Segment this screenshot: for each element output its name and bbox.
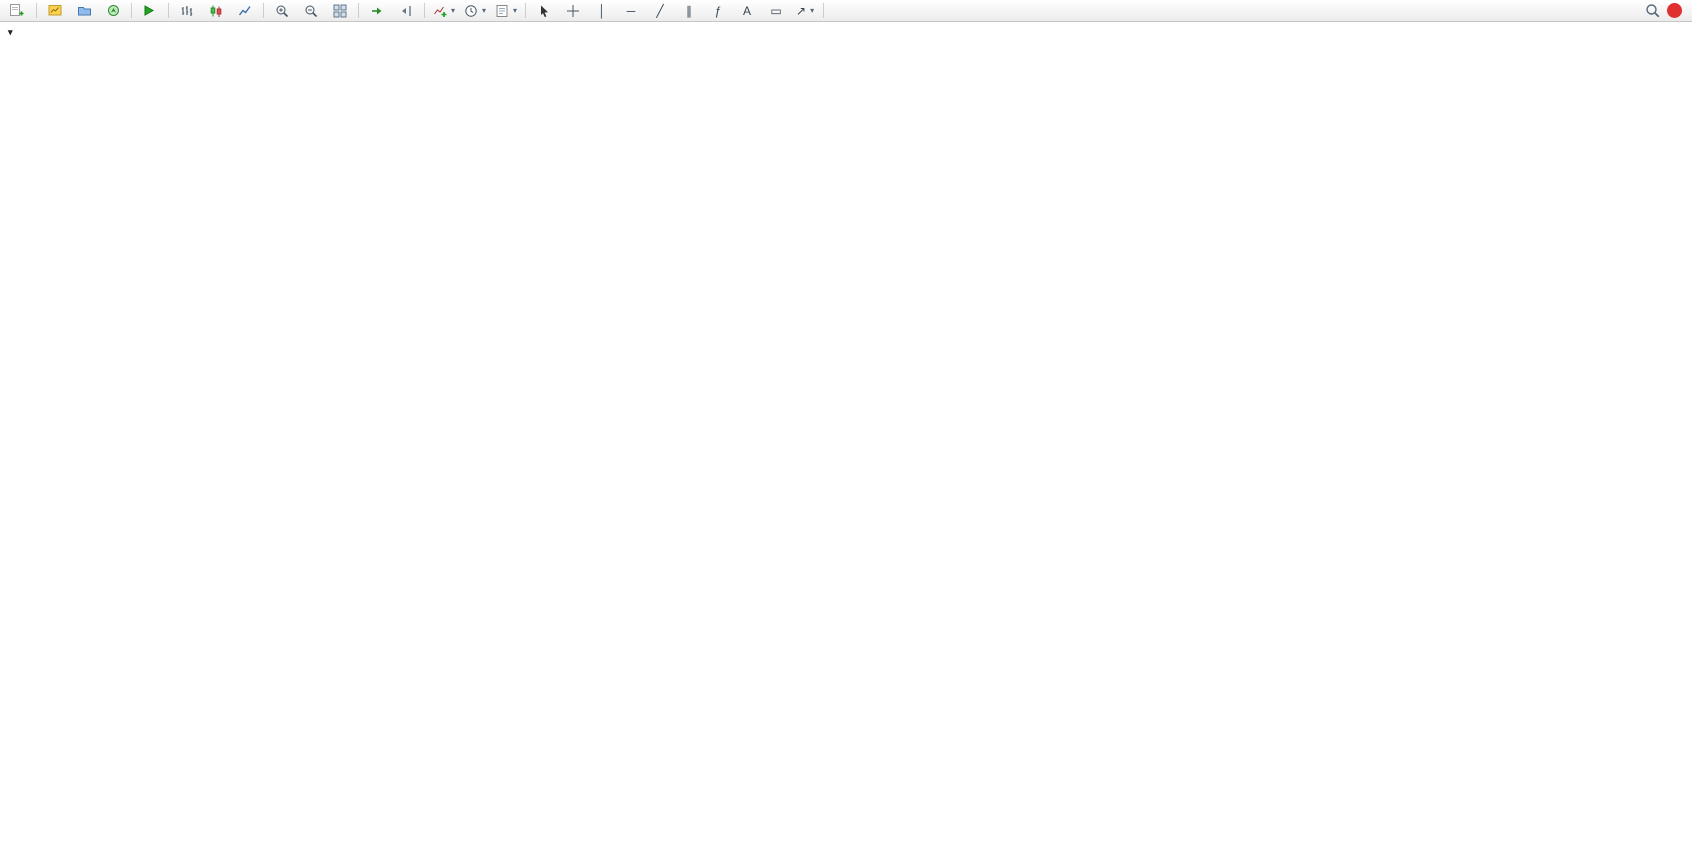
notification-badge[interactable] [1667, 3, 1682, 18]
cursor-icon [541, 5, 549, 17]
horizontal-line-icon: ─ [626, 3, 636, 18]
zoom-out-icon [305, 5, 318, 17]
bar-chart-button[interactable] [173, 0, 201, 21]
indicators-button[interactable]: ▾ [429, 0, 459, 21]
crosshair-icon [567, 4, 580, 17]
dropdown-caret-icon: ▾ [513, 6, 518, 15]
tile-windows-icon [333, 4, 347, 17]
bar-chart-icon [181, 5, 193, 16]
toolbar-separator [36, 3, 37, 18]
toolbar: ▾ ▾ ▾ │ ─ ╱ ∥ ƒ A ▭ ↗ ▾ [0, 0, 1692, 22]
line-chart-icon [238, 5, 251, 15]
clock-icon [465, 4, 477, 17]
toolbar-separator [424, 3, 425, 18]
channel-tool-button[interactable]: ∥ [675, 0, 703, 21]
toolbar-separator [525, 3, 527, 18]
text-tool-button[interactable]: A [733, 0, 761, 21]
zoom-in-button[interactable] [268, 0, 296, 21]
trendline-icon: ╱ [656, 3, 664, 18]
chart-collapse-icon[interactable]: ▾ [8, 27, 13, 37]
toolbar-separator [263, 3, 264, 18]
label-icon: ▭ [770, 3, 782, 18]
tile-windows-button[interactable] [326, 0, 354, 21]
auto-scroll-icon [372, 7, 382, 14]
crosshair-tool-button[interactable] [559, 0, 587, 21]
search-icon [1645, 4, 1659, 18]
chart-shift-button[interactable] [392, 0, 420, 21]
navigator-button[interactable] [99, 0, 127, 21]
indicators-icon [434, 6, 447, 17]
vertical-line-icon: │ [598, 3, 606, 18]
cursor-tool-button[interactable] [530, 0, 558, 21]
templates-button[interactable]: ▾ [491, 0, 521, 21]
auto-scroll-button[interactable] [363, 0, 391, 21]
zoom-in-icon [276, 5, 289, 17]
new-order-icon [10, 4, 24, 16]
arrow-shape-icon: ↗ [796, 3, 807, 18]
autotrading-play-icon [144, 5, 155, 16]
chart-title: ▾ [8, 27, 38, 38]
navigator-icon [107, 5, 119, 16]
text-icon: A [743, 3, 752, 18]
toolbar-separator [358, 3, 359, 18]
new-chart-icon [48, 5, 61, 16]
candlestick-chart-button[interactable] [202, 0, 230, 21]
chart-shift-icon [402, 5, 411, 16]
periods-button[interactable]: ▾ [460, 0, 490, 21]
fibonacci-icon: ƒ [714, 3, 722, 18]
new-order-button[interactable] [4, 0, 32, 21]
line-chart-button[interactable] [231, 0, 259, 21]
template-icon [496, 4, 508, 17]
arrows-tool-button[interactable]: ↗ ▾ [791, 0, 819, 21]
fibonacci-tool-button[interactable]: ƒ [704, 0, 732, 21]
toolbar-separator [823, 3, 825, 18]
new-chart-button[interactable] [41, 0, 69, 21]
label-tool-button[interactable]: ▭ [762, 0, 790, 21]
toolbar-separator [168, 3, 169, 18]
profiles-icon [77, 7, 91, 16]
candlestick-chart-icon [210, 5, 222, 17]
dropdown-caret-icon: ▾ [810, 6, 815, 15]
profiles-button[interactable] [70, 0, 98, 21]
toolbar-separator [131, 3, 132, 18]
trendline-tool-button[interactable]: ╱ [646, 0, 674, 21]
search-button[interactable] [1638, 0, 1666, 21]
vertical-line-tool-button[interactable]: │ [588, 0, 616, 21]
horizontal-line-tool-button[interactable]: ─ [617, 0, 645, 21]
zoom-out-button[interactable] [297, 0, 325, 21]
autotrading-button[interactable] [136, 0, 164, 21]
dropdown-caret-icon: ▾ [482, 6, 487, 15]
channel-icon: ∥ [686, 3, 693, 18]
dropdown-caret-icon: ▾ [451, 6, 456, 15]
